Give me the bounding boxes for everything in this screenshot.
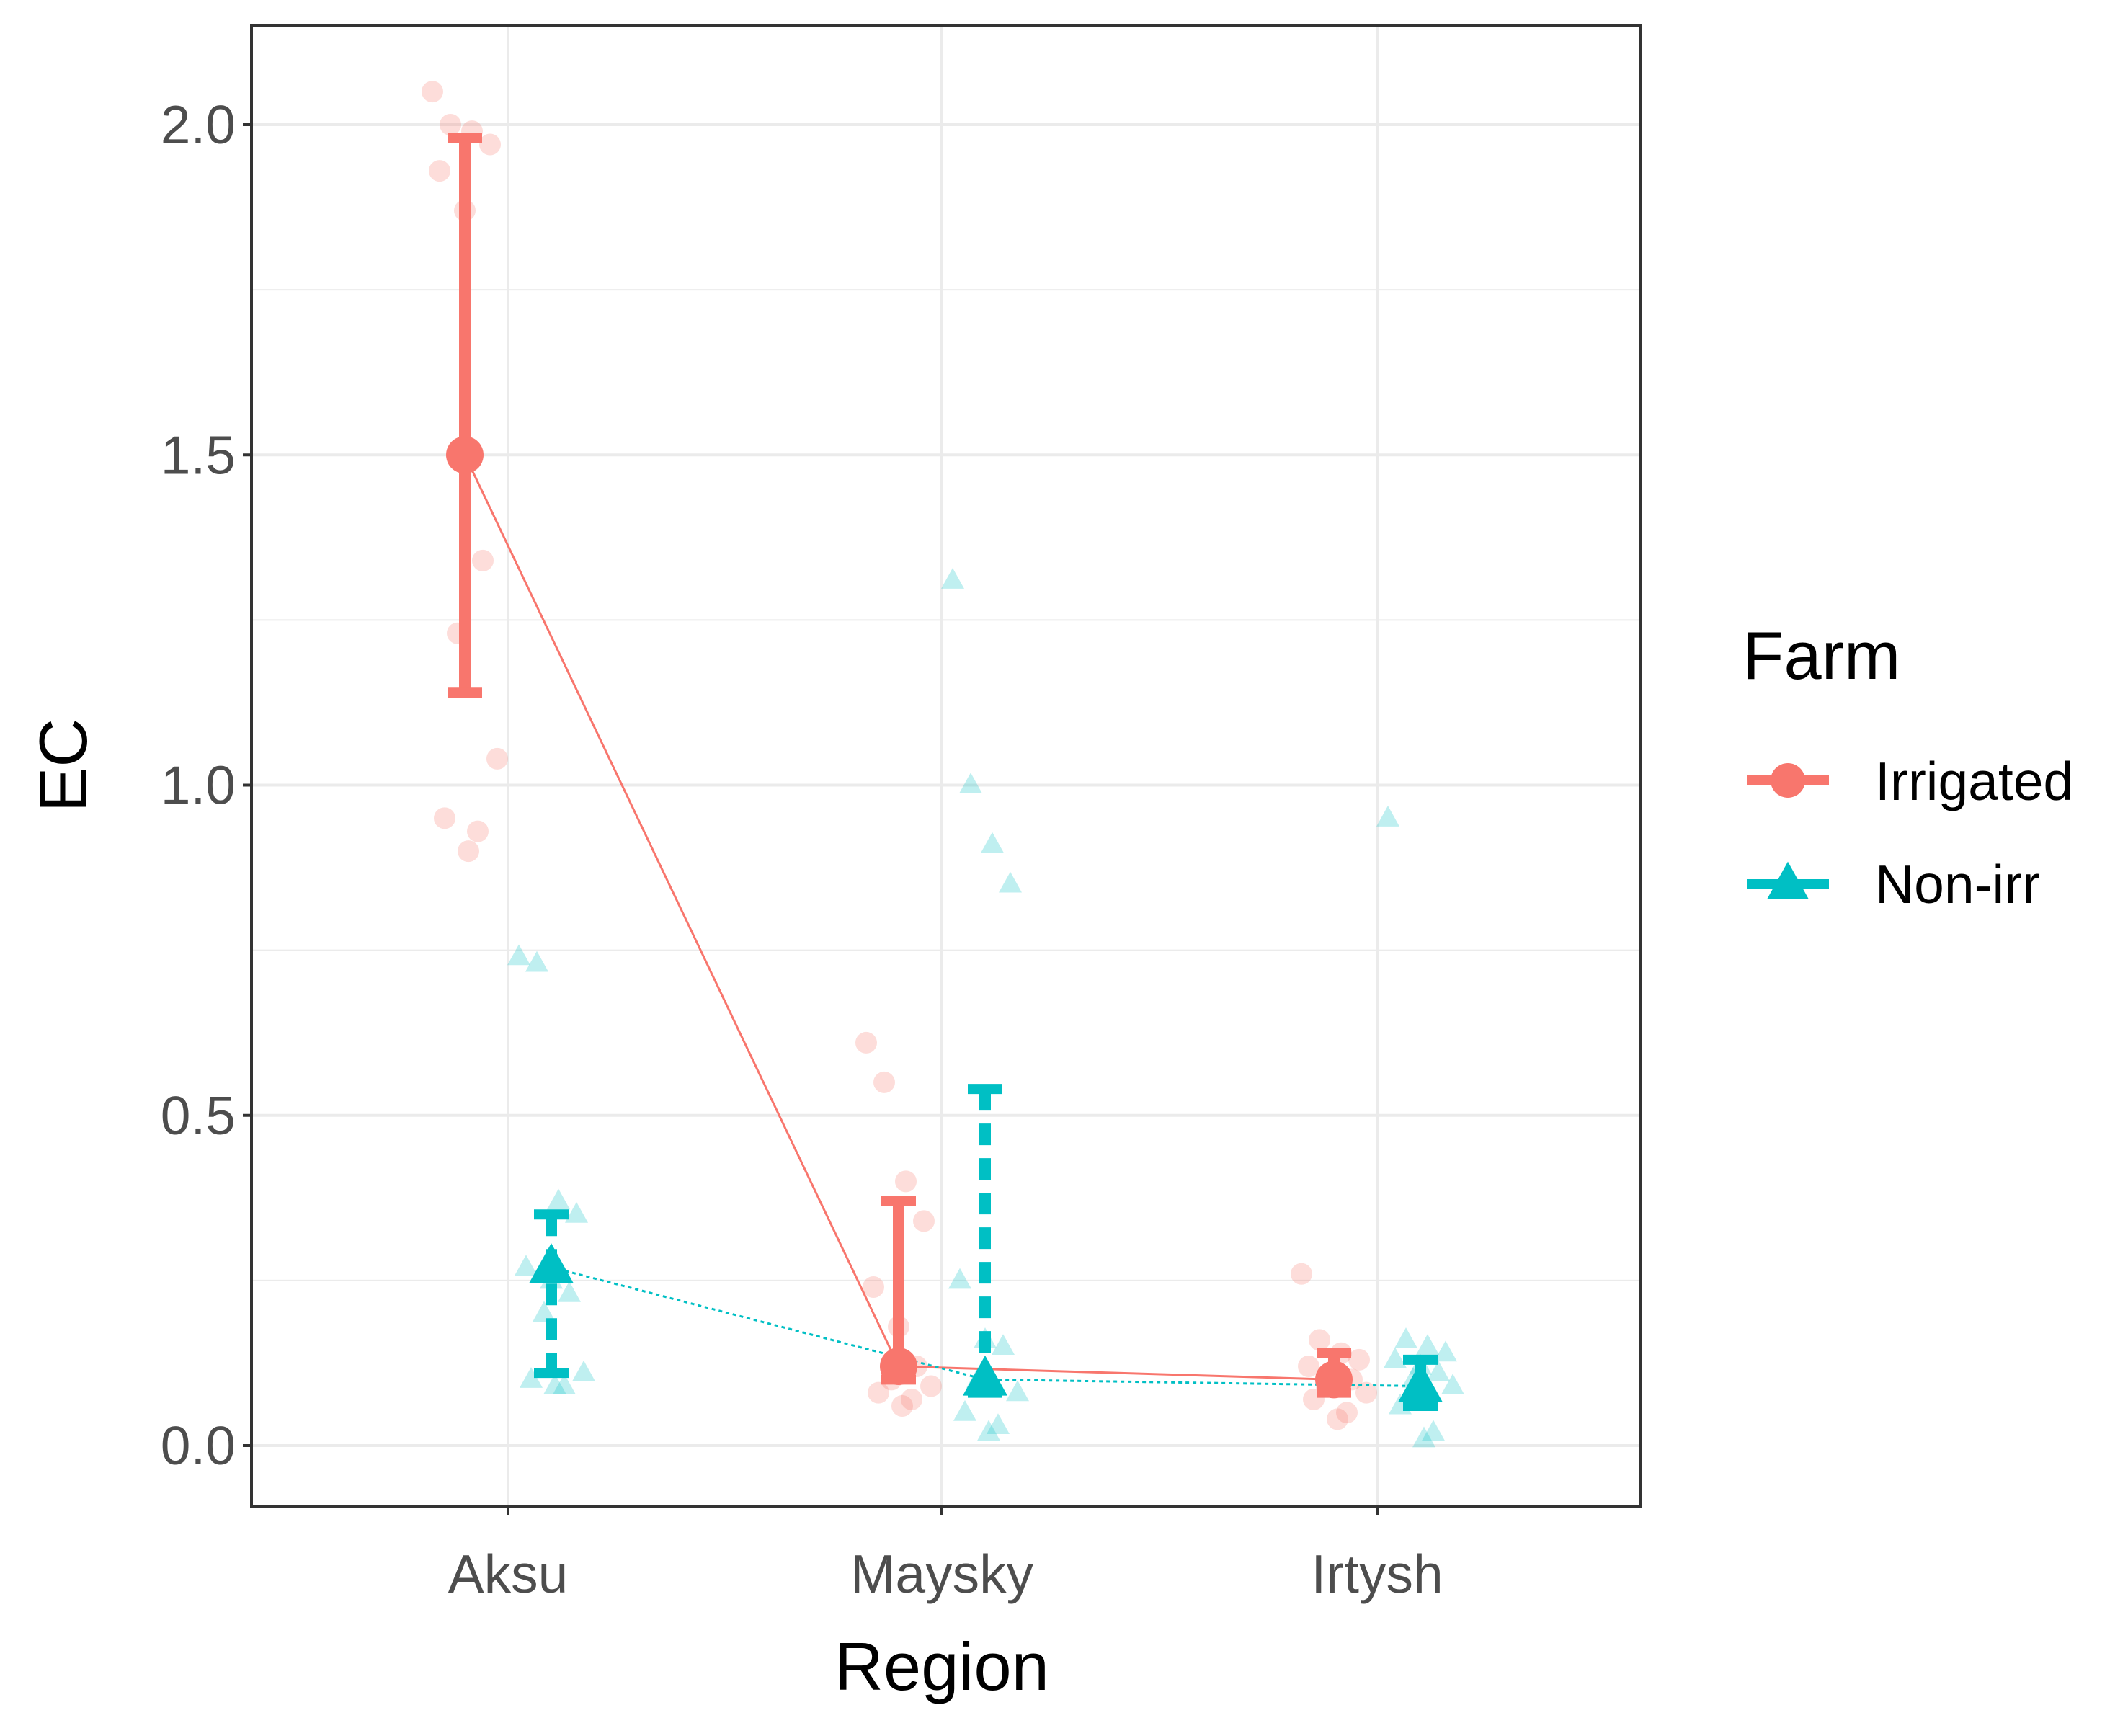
data-point-irrigated (873, 1071, 895, 1093)
x-axis-title: Region (834, 1629, 1049, 1704)
data-point-non-irr (515, 1255, 538, 1276)
data-point-irrigated (895, 1170, 917, 1193)
data-point-non-irr (520, 1367, 543, 1388)
data-point-non-irr (1376, 806, 1399, 827)
data-point-non-irr (1416, 1334, 1439, 1356)
data-point-non-irr (553, 1374, 576, 1395)
mean-point-non-irr-maysky (963, 1355, 1007, 1396)
data-point-irrigated (1348, 1348, 1370, 1371)
data-point-irrigated (1291, 1263, 1312, 1285)
data-point-irrigated (855, 1031, 877, 1054)
data-point-non-irr (977, 1420, 1000, 1441)
data-point-non-irr (981, 832, 1004, 853)
data-point-non-irr (941, 568, 964, 589)
data-point-non-irr (1427, 1360, 1450, 1381)
axis-layer: 0.0 0.5 1.0 1.5 2.0 Aksu Maysky Irtysh (161, 94, 1443, 1604)
legend: Farm Irrigated Non-irr (1742, 618, 2073, 914)
panel-border (250, 24, 1642, 1508)
mean-point-irrigated-aksu (446, 436, 484, 474)
grid-layer (251, 25, 1641, 1506)
legend-label-non-irr: Non-irr (1875, 854, 2040, 914)
data-point-irrigated (1309, 1329, 1330, 1351)
data-point-non-irr (543, 1374, 566, 1395)
data-point-non-irr (507, 944, 530, 966)
data-point-irrigated (1298, 1356, 1319, 1378)
data-point-non-irr (547, 1188, 570, 1210)
data-point-irrigated (467, 820, 489, 842)
y-axis-title: EC (25, 718, 101, 813)
data-point-irrigated (868, 1381, 889, 1404)
data-point-non-irr (1441, 1374, 1464, 1395)
legend-key-marker-irrigated (1771, 763, 1805, 798)
legend-key-irrigated (1747, 763, 1829, 798)
data-point-non-irr (959, 773, 982, 794)
legend-title: Farm (1742, 618, 1900, 693)
y-tick-label: 0.5 (161, 1085, 236, 1146)
data-point-non-irr (1394, 1327, 1417, 1348)
legend-key-marker-non-irr (1767, 861, 1809, 899)
data-point-non-irr (525, 951, 548, 972)
x-tick-label-aksu: Aksu (448, 1544, 569, 1604)
y-tick-label: 2.0 (161, 94, 236, 155)
data-point-non-irr (1384, 1347, 1407, 1368)
data-point-non-irr (572, 1360, 595, 1381)
data-point-non-irr (999, 871, 1022, 893)
data-point-non-irr (1412, 1426, 1435, 1448)
data-point-non-irr (558, 1281, 581, 1302)
mean-point-non-irr-irtysh (1398, 1362, 1443, 1402)
data-point-irrigated (479, 133, 501, 156)
y-tick-label: 0.0 (161, 1415, 236, 1476)
data-point-non-irr (533, 1301, 556, 1322)
data-point-irrigated (440, 114, 461, 135)
data-point-irrigated (458, 840, 479, 863)
data-point-non-irr (1434, 1340, 1457, 1362)
data-point-irrigated (863, 1276, 884, 1299)
data-point-non-irr (948, 1268, 971, 1289)
mean-point-irrigated-irtysh (1315, 1361, 1353, 1399)
legend-key-non-irr (1747, 861, 1829, 899)
y-tick-label: 1.0 (161, 755, 236, 816)
data-point-non-irr (992, 1334, 1015, 1356)
data-point-irrigated (422, 81, 443, 103)
data-point-irrigated (486, 747, 508, 770)
legend-label-irrigated: Irrigated (1875, 751, 2073, 811)
data-point-irrigated (901, 1388, 922, 1410)
data-point-non-irr (987, 1413, 1010, 1435)
data-point-irrigated (891, 1395, 913, 1417)
data-point-irrigated (429, 160, 450, 182)
mean-markers-layer (446, 436, 1443, 1402)
data-point-irrigated (1327, 1408, 1348, 1430)
data-point-non-irr (953, 1399, 976, 1421)
data-point-irrigated (920, 1375, 942, 1397)
data-point-irrigated (472, 549, 494, 571)
data-point-non-irr (565, 1201, 588, 1223)
data-point-irrigated (1336, 1402, 1358, 1424)
y-tick-label: 1.5 (161, 424, 236, 485)
x-tick-label-irtysh: Irtysh (1311, 1544, 1443, 1604)
x-tick-label-maysky: Maysky (850, 1544, 1034, 1604)
data-point-irrigated (1355, 1381, 1377, 1404)
data-point-non-irr (1422, 1420, 1445, 1441)
data-point-non-irr (1006, 1380, 1029, 1402)
mean-point-non-irr-aksu (529, 1243, 574, 1283)
data-point-irrigated (913, 1210, 935, 1232)
data-point-irrigated (434, 807, 455, 829)
mean-point-irrigated-maysky (880, 1348, 917, 1386)
